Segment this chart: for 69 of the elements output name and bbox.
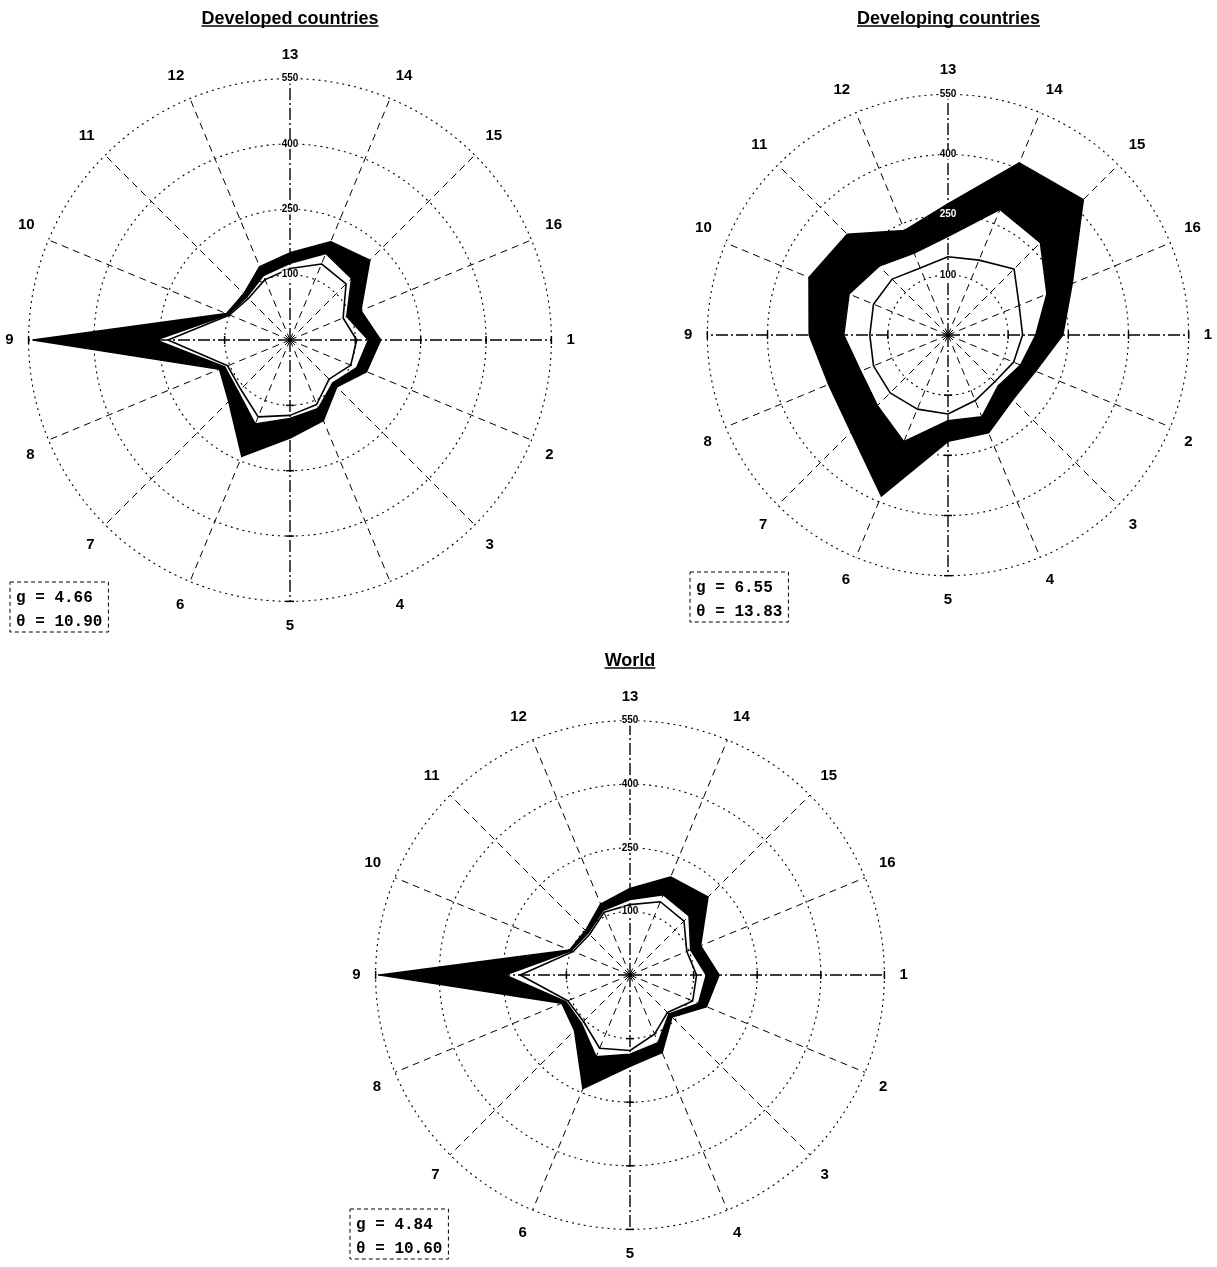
spoke-label: 5 [285, 615, 295, 633]
spoke-label: 9 [352, 965, 361, 983]
spoke-label: 13 [939, 60, 957, 78]
spoke-label: 3 [1128, 514, 1138, 532]
spoke-label: 10 [17, 215, 35, 233]
spoke-label: 15 [485, 125, 503, 143]
spoke-label: 10 [695, 218, 712, 236]
spoke-label: 8 [372, 1077, 382, 1095]
spoke-label: 7 [758, 514, 768, 532]
y-tick-label: 100 [939, 268, 957, 280]
spoke-label: 16 [545, 215, 563, 233]
spoke-label: 6 [175, 594, 185, 612]
spoke-label: 6 [518, 1223, 527, 1241]
text: g = 6.55 [696, 579, 773, 597]
chart-title: Developed countries [201, 7, 379, 28]
spoke-label: 7 [86, 534, 95, 552]
y-tick-label: 400 [621, 777, 639, 789]
spoke-label: 8 [703, 431, 712, 449]
y-tick-label: 550 [281, 72, 299, 84]
spoke-label: 14 [1045, 79, 1064, 97]
spoke-label: 3 [820, 1164, 829, 1182]
text: g = 4.66 [16, 589, 93, 607]
text: θ = 13.83 [696, 603, 783, 621]
spoke-label: 2 [878, 1077, 888, 1095]
spoke-label: 13 [621, 686, 639, 704]
spoke-label: 5 [943, 589, 953, 607]
y-tick-label: 250 [281, 203, 299, 215]
spoke-label: 11 [423, 765, 440, 783]
spoke-label: 11 [751, 135, 768, 153]
spoke-label: 4 [1045, 570, 1055, 588]
text: θ = 10.60 [356, 1240, 443, 1258]
y-tick-label: 400 [939, 148, 957, 160]
text: g = 4.84 [356, 1216, 434, 1234]
spoke-label: 12 [510, 707, 527, 725]
spoke-label: 16 [878, 853, 896, 871]
spoke-label: 14 [395, 65, 414, 83]
spoke-label: 7 [431, 1164, 440, 1182]
y-tick-label: 550 [939, 88, 957, 100]
spoke-label: 4 [395, 594, 405, 612]
spoke-label: 13 [281, 44, 299, 62]
spoke-label: 9 [5, 330, 14, 348]
spoke-label: 5 [625, 1243, 635, 1261]
spoke-label: 6 [841, 570, 851, 588]
spoke-label: 14 [733, 707, 751, 725]
spoke-label: 2 [1184, 431, 1193, 449]
spoke-label: 15 [820, 765, 838, 783]
y-tick-label: 250 [621, 841, 639, 853]
y-tick-label: 100 [621, 905, 639, 917]
spoke-label: 16 [1184, 218, 1201, 236]
spoke-label: 9 [684, 325, 693, 343]
chart-title: World [604, 649, 656, 670]
spoke-label: 3 [485, 534, 494, 552]
spoke-label: 2 [545, 444, 554, 462]
spoke-label: 12 [833, 79, 851, 97]
spoke-label: 1 [566, 330, 575, 348]
spoke-label: 8 [26, 444, 35, 462]
y-tick-label: 250 [939, 208, 957, 220]
spoke-label: 12 [167, 65, 185, 83]
spoke-label: 15 [1128, 135, 1146, 153]
chart-title: Developing countries [856, 7, 1041, 28]
spoke-label: 4 [733, 1223, 743, 1241]
spoke-label: 1 [1203, 325, 1212, 343]
spoke-label: 1 [899, 965, 908, 983]
spoke-label: 10 [364, 853, 382, 871]
spoke-label: 11 [78, 125, 95, 143]
text: θ = 10.90 [16, 613, 103, 631]
y-tick-label: 100 [281, 268, 299, 280]
y-tick-label: 550 [621, 714, 639, 726]
y-tick-label: 400 [281, 137, 299, 149]
